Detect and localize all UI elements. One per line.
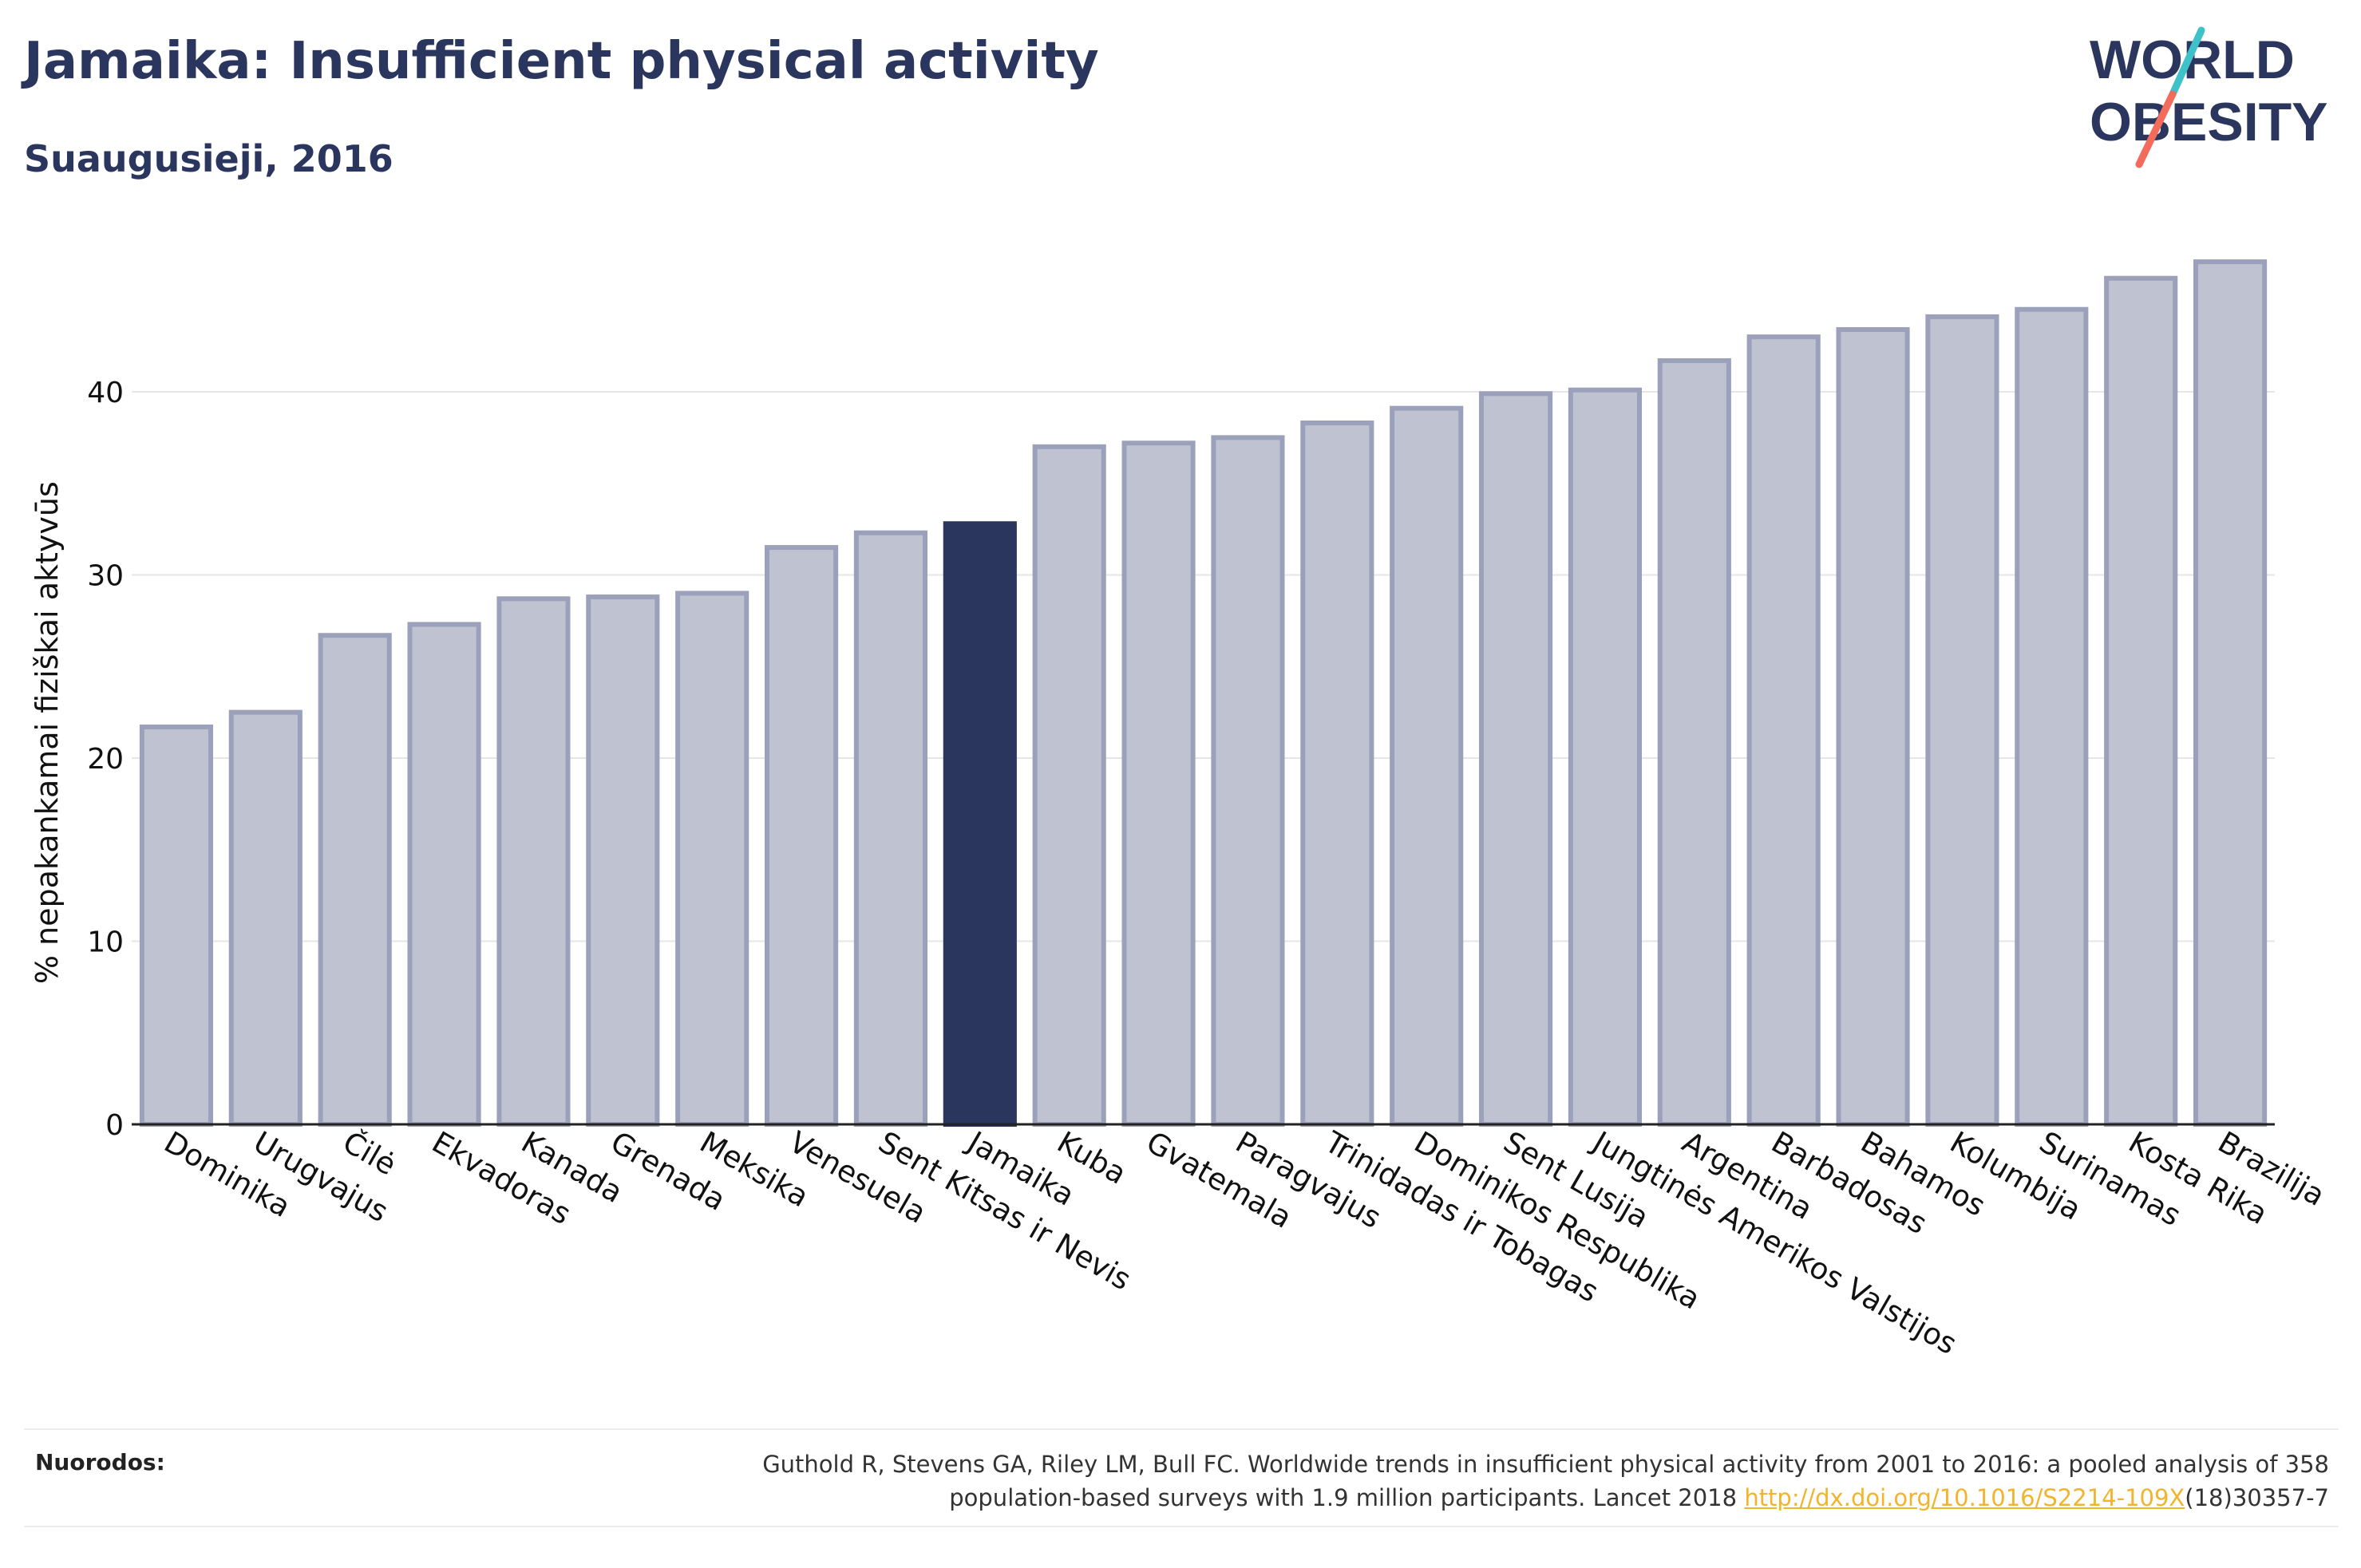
reference-line-2-prefix: population-based surveys with 1.9 millio… [949, 1484, 1745, 1511]
bar [407, 622, 481, 1127]
bar [1657, 357, 1731, 1127]
bar [2104, 275, 2178, 1128]
bar [586, 594, 660, 1127]
bar [764, 545, 839, 1127]
bar [1925, 314, 1999, 1127]
bar [1390, 405, 1464, 1127]
logo-slash-teal [2169, 26, 2205, 98]
references-text: Guthold R, Stevens GA, Riley LM, Bull FC… [493, 1448, 2329, 1515]
logo-slash-coral [2135, 90, 2177, 168]
reference-line-1: Guthold R, Stevens GA, Riley LM, Bull FC… [762, 1451, 2329, 1478]
bar [1032, 444, 1106, 1127]
reference-line-2-suffix: (18)30357-7 [2185, 1484, 2329, 1511]
bar-highlighted [943, 521, 1017, 1127]
bar [675, 590, 749, 1127]
bar [2015, 306, 2089, 1128]
bar [496, 596, 571, 1127]
bar [1568, 387, 1643, 1127]
bar [139, 724, 214, 1127]
logo-word-world: WORLD [2090, 30, 2295, 90]
bar [2193, 259, 2268, 1127]
bar [1300, 421, 1374, 1127]
footer-divider-top [24, 1428, 2339, 1430]
y-tick-label: 30 [87, 560, 124, 593]
footer-divider-bottom [24, 1526, 2339, 1527]
bar [1836, 326, 1910, 1128]
y-axis-label: % nepakankamai fiziškai aktyvūs [30, 481, 65, 984]
y-tick-label: 40 [87, 377, 124, 409]
bar [228, 709, 303, 1127]
y-tick-label: 0 [105, 1109, 124, 1142]
y-tick-label: 10 [87, 926, 124, 959]
world-obesity-logo: WORLD OBESITY [2090, 26, 2328, 168]
logo-word-obesity: OBESITY [2090, 92, 2328, 152]
bar [1478, 391, 1553, 1128]
bars [139, 259, 2268, 1128]
grid-lines [132, 391, 2275, 942]
bar [1121, 440, 1196, 1127]
y-tick-label: 20 [87, 743, 124, 776]
axes: 0 10 20 30 40 [87, 377, 2275, 1142]
bar [853, 530, 928, 1127]
references-label: Nuorodos: [35, 1449, 165, 1475]
bar [1746, 334, 1821, 1127]
reference-doi-link[interactable]: http://dx.doi.org/10.1016/S2214-109X [1744, 1484, 2185, 1511]
bar [1211, 435, 1285, 1127]
bar [318, 633, 392, 1127]
chart-subtitle: Suaugusieji, 2016 [24, 137, 394, 180]
chart-title: Jamaika: Insufficient physical activity [24, 32, 1099, 91]
